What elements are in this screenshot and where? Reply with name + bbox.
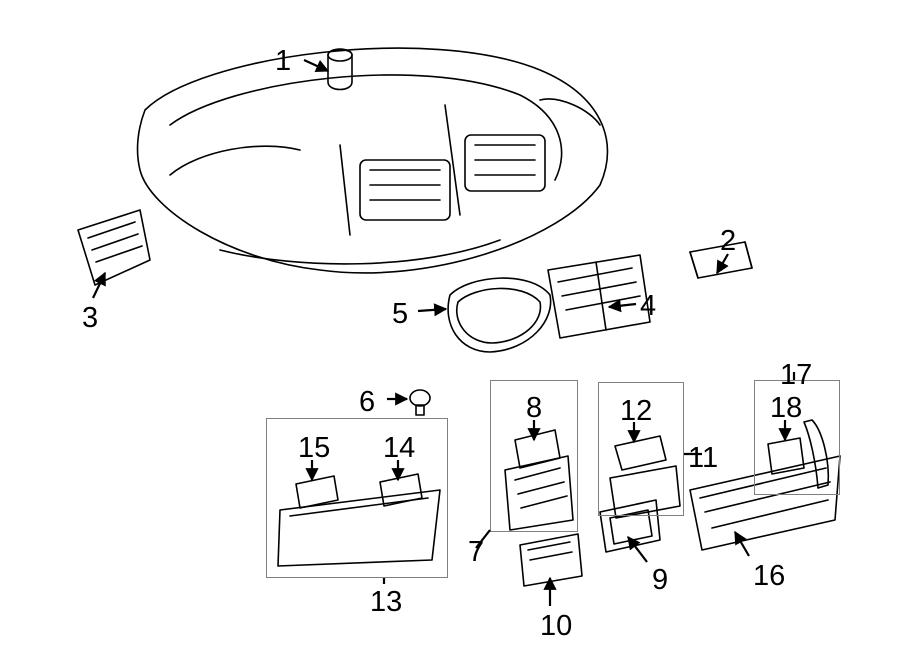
parts-diagram-stage: 1 2 3 4 5 6 7 8 9 10 11 12 13 14 15 16 1… — [0, 0, 900, 661]
callout-6: 6 — [359, 386, 375, 419]
callout-3: 3 — [82, 302, 98, 335]
callout-12: 12 — [620, 395, 652, 428]
callout-2: 2 — [720, 225, 736, 258]
callout-14: 14 — [383, 432, 415, 465]
callout-4: 4 — [640, 290, 656, 323]
callout-5: 5 — [392, 298, 408, 331]
callout-13: 13 — [370, 586, 402, 619]
callout-1: 1 — [275, 45, 291, 78]
ref-box-13 — [266, 418, 448, 578]
callout-11: 11 — [688, 442, 718, 475]
callout-8: 8 — [526, 392, 542, 425]
callout-17: 17 — [780, 359, 812, 392]
callout-9: 9 — [652, 564, 668, 597]
callout-7: 7 — [468, 536, 484, 569]
callout-10: 10 — [540, 610, 572, 643]
callout-18: 18 — [770, 392, 802, 425]
callout-16: 16 — [753, 560, 785, 593]
callout-15: 15 — [298, 432, 330, 465]
